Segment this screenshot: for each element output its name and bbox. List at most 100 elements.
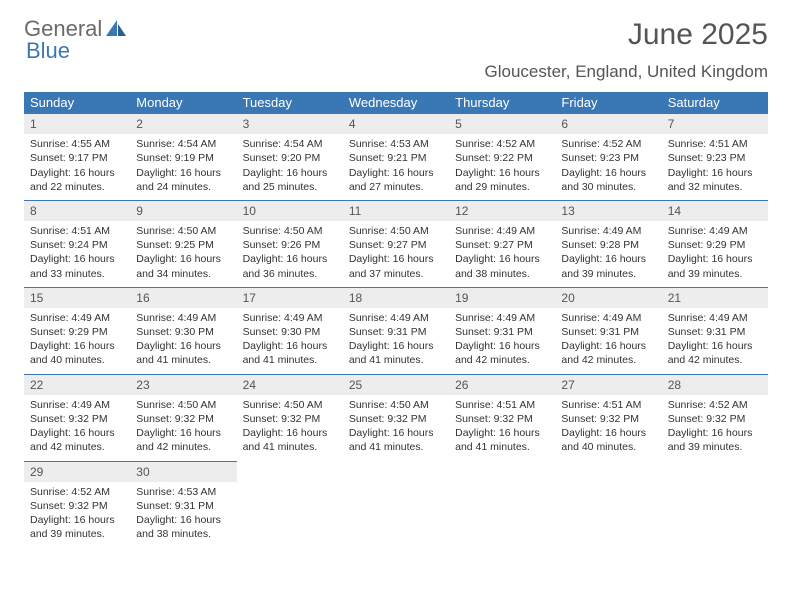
- day-number: 21: [662, 288, 768, 308]
- sunrise-text: Sunrise: 4:52 AM: [561, 137, 655, 151]
- day-body: Sunrise: 4:50 AMSunset: 9:26 PMDaylight:…: [237, 221, 343, 287]
- day-number: 28: [662, 375, 768, 395]
- day-number: 26: [449, 375, 555, 395]
- daylight-text: Daylight: 16 hours and 36 minutes.: [243, 252, 337, 280]
- calendar-week-row: 8Sunrise: 4:51 AMSunset: 9:24 PMDaylight…: [24, 200, 768, 287]
- daylight-text: Daylight: 16 hours and 42 minutes.: [668, 339, 762, 367]
- calendar-week-row: 15Sunrise: 4:49 AMSunset: 9:29 PMDayligh…: [24, 287, 768, 374]
- calendar-day-cell: 7Sunrise: 4:51 AMSunset: 9:23 PMDaylight…: [662, 114, 768, 201]
- sunrise-text: Sunrise: 4:51 AM: [561, 398, 655, 412]
- day-body: Sunrise: 4:51 AMSunset: 9:24 PMDaylight:…: [24, 221, 130, 287]
- calendar-day-cell: 9Sunrise: 4:50 AMSunset: 9:25 PMDaylight…: [130, 200, 236, 287]
- sunset-text: Sunset: 9:23 PM: [668, 151, 762, 165]
- day-number: 24: [237, 375, 343, 395]
- sunset-text: Sunset: 9:17 PM: [30, 151, 124, 165]
- sunset-text: Sunset: 9:32 PM: [243, 412, 337, 426]
- sunrise-text: Sunrise: 4:49 AM: [668, 311, 762, 325]
- day-number: 7: [662, 114, 768, 134]
- weekday-header: Friday: [555, 92, 661, 114]
- calendar-day-cell: 26 Sunrise: 4:51 AMSunset: 9:32 PMDayligh…: [449, 374, 555, 461]
- calendar-day-cell: 11Sunrise: 4:50 AMSunset: 9:27 PMDayligh…: [343, 200, 449, 287]
- sunset-text: Sunset: 9:31 PM: [455, 325, 549, 339]
- calendar-day-cell: 24Sunrise: 4:50 AMSunset: 9:32 PMDayligh…: [237, 374, 343, 461]
- weekday-header: Wednesday: [343, 92, 449, 114]
- daylight-text: Daylight: 16 hours and 41 minutes.: [455, 426, 549, 454]
- daylight-text: Daylight: 16 hours and 42 minutes.: [136, 426, 230, 454]
- weekday-header: Thursday: [449, 92, 555, 114]
- sunrise-text: Sunrise: 4:50 AM: [243, 398, 337, 412]
- sunrise-text: Sunrise: 4:49 AM: [30, 311, 124, 325]
- sunset-text: Sunset: 9:30 PM: [243, 325, 337, 339]
- day-body: Sunrise: 4:53 AMSunset: 9:31 PMDaylight:…: [130, 482, 236, 548]
- sunrise-text: Sunrise: 4:54 AM: [243, 137, 337, 151]
- day-number: 10: [237, 201, 343, 221]
- daylight-text: Daylight: 16 hours and 41 minutes.: [243, 339, 337, 367]
- calendar-day-cell: 4Sunrise: 4:53 AMSunset: 9:21 PMDaylight…: [343, 114, 449, 201]
- day-body: Sunrise: 4:51 AMSunset: 9:32 PMDaylight:…: [555, 395, 661, 461]
- weekday-header: Tuesday: [237, 92, 343, 114]
- day-body: Sunrise: 4:49 AMSunset: 9:31 PMDaylight:…: [343, 308, 449, 374]
- calendar-day-cell: 1Sunrise: 4:55 AMSunset: 9:17 PMDaylight…: [24, 114, 130, 201]
- daylight-text: Daylight: 16 hours and 34 minutes.: [136, 252, 230, 280]
- sunrise-text: Sunrise: 4:51 AM: [455, 398, 549, 412]
- calendar-day-cell: 12Sunrise: 4:49 AMSunset: 9:27 PMDayligh…: [449, 200, 555, 287]
- weekday-header: Monday: [130, 92, 236, 114]
- sunset-text: Sunset: 9:19 PM: [136, 151, 230, 165]
- calendar-day-cell: 5Sunrise: 4:52 AMSunset: 9:22 PMDaylight…: [449, 114, 555, 201]
- calendar-day-cell: 10Sunrise: 4:50 AMSunset: 9:26 PMDayligh…: [237, 200, 343, 287]
- calendar-day-cell: 27Sunrise: 4:51 AMSunset: 9:32 PMDayligh…: [555, 374, 661, 461]
- day-body: Sunrise: 4:49 AMSunset: 9:30 PMDaylight:…: [237, 308, 343, 374]
- calendar-day-cell: [343, 461, 449, 547]
- calendar-day-cell: [449, 461, 555, 547]
- calendar-day-cell: 21Sunrise: 4:49 AMSunset: 9:31 PMDayligh…: [662, 287, 768, 374]
- sunset-text: Sunset: 9:28 PM: [561, 238, 655, 252]
- sunset-text: Sunset: 9:27 PM: [349, 238, 443, 252]
- day-number: 2: [130, 114, 236, 134]
- logo-word1: General: [24, 18, 102, 40]
- day-body: Sunrise: 4:53 AMSunset: 9:21 PMDaylight:…: [343, 134, 449, 200]
- daylight-text: Daylight: 16 hours and 39 minutes.: [668, 426, 762, 454]
- calendar-day-cell: 16Sunrise: 4:49 AMSunset: 9:30 PMDayligh…: [130, 287, 236, 374]
- sunset-text: Sunset: 9:32 PM: [455, 412, 549, 426]
- daylight-text: Daylight: 16 hours and 24 minutes.: [136, 166, 230, 194]
- calendar-day-cell: 23Sunrise: 4:50 AMSunset: 9:32 PMDayligh…: [130, 374, 236, 461]
- day-body: Sunrise: 4:49 AMSunset: 9:29 PMDaylight:…: [24, 308, 130, 374]
- day-body: Sunrise: 4:52 AMSunset: 9:22 PMDaylight:…: [449, 134, 555, 200]
- calendar-day-cell: 8Sunrise: 4:51 AMSunset: 9:24 PMDaylight…: [24, 200, 130, 287]
- sunrise-text: Sunrise: 4:49 AM: [30, 398, 124, 412]
- day-number: 12: [449, 201, 555, 221]
- calendar-day-cell: [237, 461, 343, 547]
- sunrise-text: Sunrise: 4:55 AM: [30, 137, 124, 151]
- daylight-text: Daylight: 16 hours and 41 minutes.: [349, 339, 443, 367]
- day-body: Sunrise: 4:52 AMSunset: 9:32 PMDaylight:…: [662, 395, 768, 461]
- sunset-text: Sunset: 9:20 PM: [243, 151, 337, 165]
- day-body: Sunrise: 4:54 AMSunset: 9:20 PMDaylight:…: [237, 134, 343, 200]
- day-body: Sunrise: 4:49 AMSunset: 9:31 PMDaylight:…: [449, 308, 555, 374]
- sunset-text: Sunset: 9:27 PM: [455, 238, 549, 252]
- calendar-day-cell: 6Sunrise: 4:52 AMSunset: 9:23 PMDaylight…: [555, 114, 661, 201]
- day-body: Sunrise: 4:49 AMSunset: 9:31 PMDaylight:…: [555, 308, 661, 374]
- day-number: 9: [130, 201, 236, 221]
- daylight-text: Daylight: 16 hours and 33 minutes.: [30, 252, 124, 280]
- sunrise-text: Sunrise: 4:49 AM: [136, 311, 230, 325]
- sunset-text: Sunset: 9:24 PM: [30, 238, 124, 252]
- sunset-text: Sunset: 9:21 PM: [349, 151, 443, 165]
- sunrise-text: Sunrise: 4:54 AM: [136, 137, 230, 151]
- day-body: Sunrise: 4:52 AMSunset: 9:23 PMDaylight:…: [555, 134, 661, 200]
- daylight-text: Daylight: 16 hours and 27 minutes.: [349, 166, 443, 194]
- weekday-header-row: Sunday Monday Tuesday Wednesday Thursday…: [24, 92, 768, 114]
- sunset-text: Sunset: 9:22 PM: [455, 151, 549, 165]
- sunset-text: Sunset: 9:23 PM: [561, 151, 655, 165]
- daylight-text: Daylight: 16 hours and 30 minutes.: [561, 166, 655, 194]
- day-number: 29: [24, 462, 130, 482]
- day-body: Sunrise: 4:49 AMSunset: 9:29 PMDaylight:…: [662, 221, 768, 287]
- day-body: Sunrise: 4:50 AMSunset: 9:32 PMDaylight:…: [130, 395, 236, 461]
- day-body: Sunrise: 4:49 AMSunset: 9:32 PMDaylight:…: [24, 395, 130, 461]
- logo: General: [24, 18, 128, 40]
- sunrise-text: Sunrise: 4:53 AM: [349, 137, 443, 151]
- day-body: Sunrise: 4:54 AMSunset: 9:19 PMDaylight:…: [130, 134, 236, 200]
- sunset-text: Sunset: 9:31 PM: [561, 325, 655, 339]
- daylight-text: Daylight: 16 hours and 41 minutes.: [136, 339, 230, 367]
- daylight-text: Daylight: 16 hours and 32 minutes.: [668, 166, 762, 194]
- sunrise-text: Sunrise: 4:49 AM: [561, 224, 655, 238]
